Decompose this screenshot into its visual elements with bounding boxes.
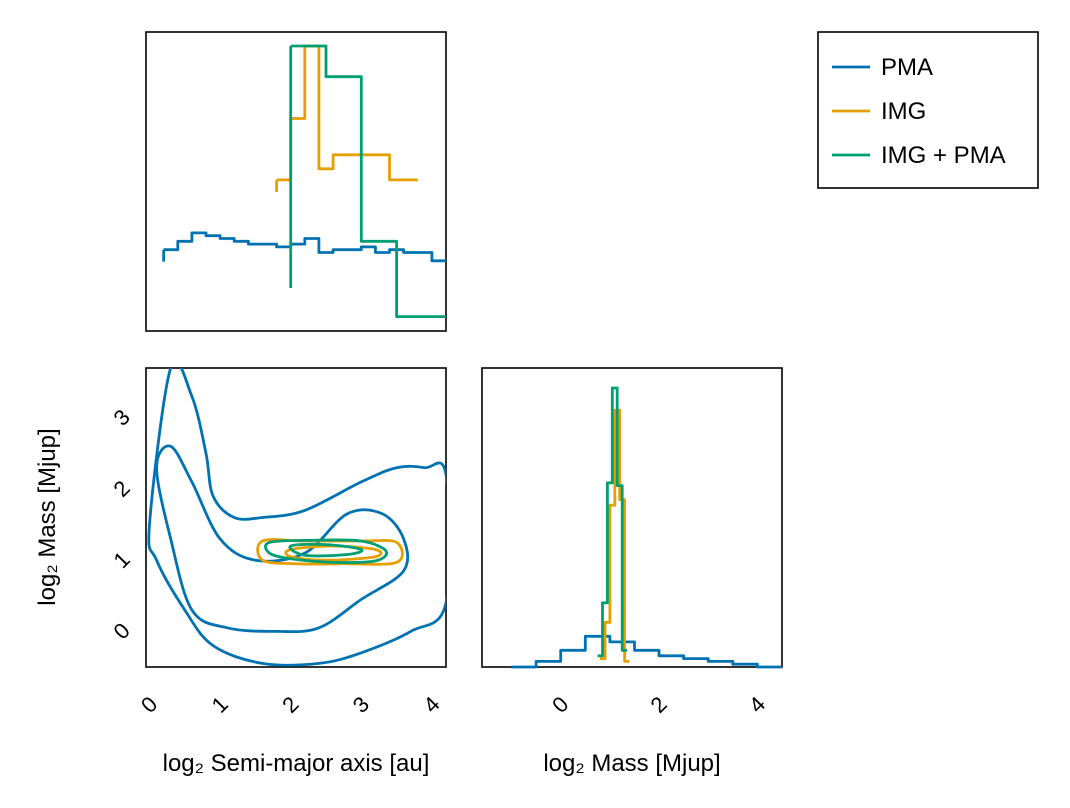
joint-x-tick-0: 0: [136, 691, 162, 717]
legend-label-img: IMG: [881, 98, 926, 125]
marginal-mass-frame: [481, 367, 783, 668]
joint-x-tick-4: 4: [418, 691, 444, 717]
marginal-semimajor-axis-panel: [145, 31, 447, 332]
joint-y-axis-label: log₂ Mass [Mjup]: [34, 428, 61, 605]
legend-label-img-pma: IMG + PMA: [881, 142, 1006, 169]
joint-x-tick-3: 3: [348, 691, 374, 717]
legend-label-pma: PMA: [881, 54, 933, 81]
legend: PMA IMG IMG + PMA: [817, 31, 1039, 189]
contour-pma-inner: [155, 444, 410, 634]
joint-x-tick-2: 2: [277, 691, 303, 717]
contour-pma-outer: [147, 368, 446, 667]
contour-img-pma-outer: [264, 538, 388, 564]
mass-hist-pma: [511, 634, 782, 669]
mass-x-tick-0: 0: [547, 691, 573, 717]
legend-box: [817, 31, 1039, 189]
marginal-mass-panel: 0 2 4: [481, 367, 783, 718]
sma-hist-img: [276, 44, 418, 182]
marginal-semimajor-axis-frame: [145, 31, 447, 332]
joint-y-tick-1: 1: [108, 547, 134, 573]
mass-x-tick-2: 2: [646, 691, 672, 717]
joint-x-tick-1: 1: [207, 691, 233, 717]
joint-contour-panel: 0 1 2 3 4 0 1 2 3: [108, 367, 447, 718]
joint-x-axis-label: log₂ Semi-major axis [au]: [163, 750, 430, 777]
joint-contours: [147, 368, 446, 667]
mass-hist-img: [600, 408, 630, 663]
mass-x-tick-4: 4: [744, 691, 770, 717]
sma-hist-pma: [163, 231, 446, 263]
joint-y-tick-3: 3: [108, 404, 134, 430]
joint-contour-frame: [145, 367, 447, 668]
contour-img-pma-inner: [288, 542, 364, 558]
joint-y-tick-0: 0: [108, 618, 134, 644]
mass-hist-img-pma: [597, 386, 628, 658]
joint-y-tick-2: 2: [108, 476, 134, 502]
mass-x-axis-label: log₂ Mass [Mjup]: [543, 750, 720, 777]
sma-hist-img-pma: [290, 44, 446, 318]
